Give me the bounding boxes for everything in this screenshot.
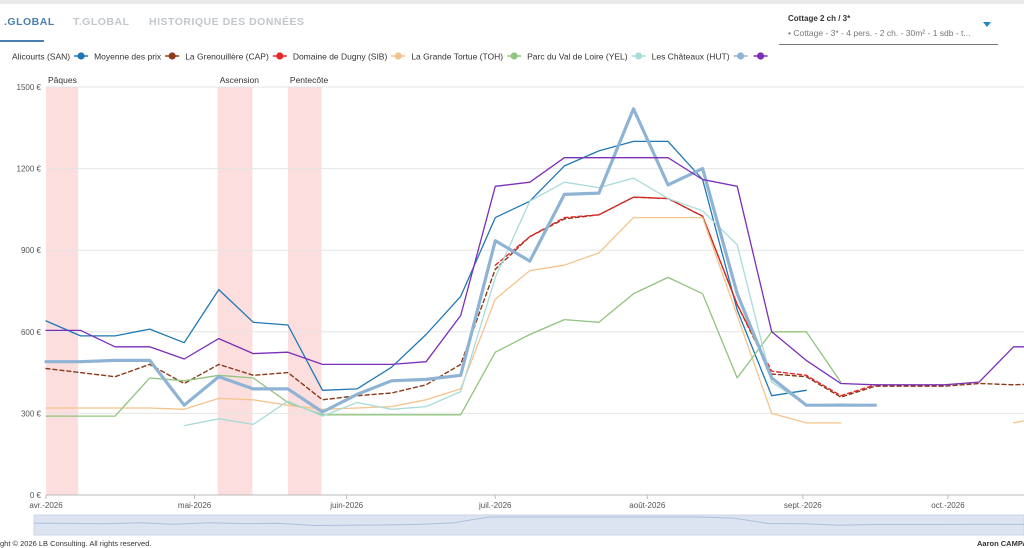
tab-historique-des-donnees[interactable]: HISTORIQUE DES DONNÉES [149, 16, 305, 28]
series-line [45, 196, 1024, 401]
x-tick-label: juin-2026 [329, 501, 363, 510]
range-navigator [33, 514, 1024, 536]
room-type-select-label: Cottage 2 ch / 3* [788, 14, 851, 23]
holiday-label: Ascension [220, 75, 259, 85]
y-tick-label: 1200 € [17, 165, 42, 174]
series-line [1012, 420, 1024, 424]
active-tab-indicator [0, 40, 44, 42]
legend-dot-marker [77, 52, 85, 60]
y-tick-label: 600 € [21, 328, 42, 337]
holiday-band [217, 87, 253, 495]
x-tick-label: mai-2026 [178, 501, 212, 510]
y-tick-label: 300 € [21, 409, 42, 418]
x-tick-label: oct.-2026 [931, 501, 965, 510]
x-tick-label: avr.-2026 [29, 501, 63, 510]
copyright-text: ght © 2026 LB Consulting. All rights res… [0, 539, 152, 548]
legend-label: Alicourts (SAN) [12, 52, 70, 62]
legend-dot-marker [276, 52, 284, 60]
tab-bar: .GLOBAL T.GLOBAL HISTORIQUE DES DONNÉES [0, 4, 640, 42]
legend-label: La Grande Tortue (TOH) [411, 52, 503, 62]
legend-dot-marker [168, 52, 176, 60]
series-line [44, 107, 878, 414]
holiday-label: Pâques [48, 75, 77, 85]
holiday-label: Pentecôte [290, 75, 329, 85]
room-type-select[interactable]: Cottage 2 ch / 3* • Cottage - 3* - 4 per… [779, 10, 998, 45]
legend-label: Domaine de Dugny (SIB) [293, 52, 388, 62]
legend-dot-marker [394, 52, 402, 60]
legend-dot-marker [510, 52, 518, 60]
series-line [45, 216, 842, 424]
series-line [45, 157, 1024, 386]
x-tick-label: sept.-2026 [784, 501, 822, 510]
series-line [45, 276, 842, 417]
x-tick-label: août-2026 [629, 501, 666, 510]
y-tick-label: 0 € [30, 491, 42, 500]
navigator-selection [34, 515, 1024, 535]
series-line [183, 177, 877, 427]
legend-dot-marker [635, 52, 643, 60]
holiday-band [287, 87, 322, 495]
legend-label: Parc du Val de Loire (YEL) [527, 52, 628, 62]
room-type-select-value[interactable]: • Cottage - 3* - 4 pers. - 2 ch. - 30m² … [788, 28, 971, 38]
legend-label: Moyenne des prix [94, 52, 162, 62]
legend-dot-marker [736, 52, 745, 60]
legend-dot-marker [756, 52, 765, 60]
series-line [494, 196, 877, 397]
y-tick-label: 900 € [21, 246, 42, 255]
series-line [45, 140, 807, 397]
tab-t-global[interactable]: T.GLOBAL [73, 16, 130, 28]
legend-label: La Grenouillère (CAP) [185, 52, 269, 62]
x-tick-label: juil.-2026 [478, 501, 512, 510]
legend-label: Les Châteaux (HUT) [652, 52, 730, 62]
price-chart: Alicourts (SAN) Moyenne des prix La Grenou… [12, 52, 1024, 536]
tab-global[interactable]: .GLOBAL [4, 16, 55, 28]
holiday-band [46, 87, 79, 495]
user-name: Aaron CAMPA [977, 539, 1024, 548]
chevron-down-icon[interactable] [983, 22, 991, 27]
y-tick-label: 1500 € [17, 83, 42, 92]
top-border [0, 0, 1024, 4]
navigator-series-line [33, 516, 1024, 527]
